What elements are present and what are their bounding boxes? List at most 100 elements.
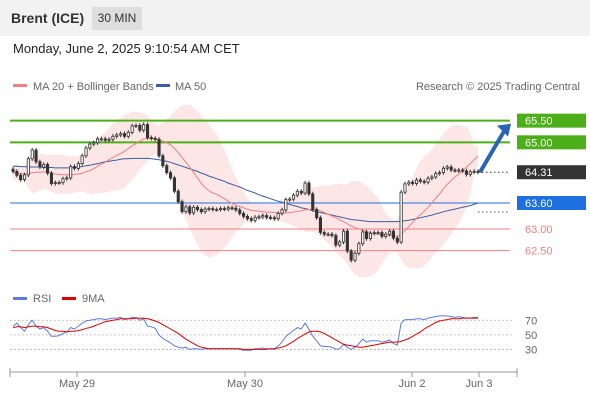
candle-body <box>172 177 177 192</box>
candle-body <box>134 125 138 127</box>
candle-body <box>464 170 468 175</box>
rsi-tick-70: 70 <box>525 315 537 327</box>
candle-body <box>168 172 173 179</box>
candle-body <box>353 252 357 261</box>
candle-body <box>430 176 434 179</box>
candle-body <box>207 208 211 211</box>
candle-body <box>80 155 84 165</box>
candle-body <box>26 158 30 176</box>
candle-body <box>418 179 422 182</box>
candle-body <box>107 138 111 141</box>
candle-body <box>384 233 388 237</box>
candle-body <box>422 180 426 183</box>
candle-body <box>303 182 307 194</box>
candle-body <box>257 216 261 219</box>
candle-body <box>345 230 349 252</box>
candle-body <box>449 166 453 171</box>
candle-body <box>199 209 203 213</box>
candle-body <box>103 138 107 141</box>
candle-body <box>195 206 200 210</box>
candle-body <box>238 209 242 214</box>
candle-body <box>295 190 299 196</box>
candle-body <box>472 170 476 173</box>
candle-body <box>468 171 472 175</box>
candle-body <box>326 233 330 236</box>
candle-body <box>265 215 269 218</box>
candle-body <box>165 165 169 173</box>
x-tick-label: Jun 2 <box>399 378 426 390</box>
bollinger-band <box>13 104 478 278</box>
candle-body <box>318 217 322 233</box>
last-price-tag <box>517 165 586 180</box>
candle-body <box>441 167 445 174</box>
candle-body <box>126 131 130 137</box>
candle-body <box>453 169 457 172</box>
rsi-tick-30: 30 <box>525 344 537 356</box>
candle-body <box>315 209 319 219</box>
instrument-title: Brent (ICE) <box>11 10 85 26</box>
forecast-arrow-shaft <box>478 128 507 174</box>
candle-body <box>245 215 250 219</box>
candle-body <box>53 182 57 185</box>
research-credit: Research © 2025 Trading Central <box>416 81 580 93</box>
candle-body <box>411 181 415 184</box>
candle-body <box>407 181 411 185</box>
resistance-2-label: 65.50 <box>525 116 553 128</box>
candle-body <box>119 133 123 136</box>
candle-body <box>153 137 157 140</box>
candle-body <box>372 232 376 234</box>
rsi-plot-area: 70 50 30 <box>10 315 537 356</box>
candle-body <box>357 243 361 254</box>
candle-body <box>349 250 353 261</box>
candle-body <box>72 166 77 169</box>
x-axis: May 29 May 30 Jun 2 Jun 3 <box>9 368 518 390</box>
forecast-arrow-head <box>497 123 511 137</box>
resistance-2-tag <box>517 113 586 128</box>
candle-body <box>111 135 115 140</box>
timeframe-button[interactable]: 30 MIN <box>92 7 142 30</box>
x-tick-label: May 30 <box>227 378 263 390</box>
rsi-ma-legend-label: 9MA <box>82 293 105 305</box>
candle-body <box>61 178 65 183</box>
pivot-tag <box>517 196 586 210</box>
rsi-ma-line <box>12 317 478 350</box>
candle-body <box>261 215 265 218</box>
candle-body <box>291 194 296 200</box>
candle-body <box>414 179 419 184</box>
candle-body <box>69 166 73 179</box>
rsi-legend-label: RSI <box>33 293 51 305</box>
candle-body <box>426 177 430 183</box>
candle-body <box>222 208 226 211</box>
candle-body <box>399 191 403 243</box>
candle-body <box>476 170 480 173</box>
candle-body <box>142 124 146 131</box>
candle-body <box>49 172 53 184</box>
candle-body <box>341 230 346 243</box>
resistance-1-tag <box>517 135 586 150</box>
candle-body <box>15 170 19 176</box>
candle-body <box>211 208 215 211</box>
rsi-tick-50: 50 <box>525 330 537 342</box>
candle-body <box>46 163 50 174</box>
candle-body <box>115 134 119 137</box>
candle-body <box>403 183 407 193</box>
ma50-legend-label: MA 50 <box>175 81 206 93</box>
candle-body <box>145 124 150 138</box>
candle-body <box>284 199 288 211</box>
rsi-ma-legend-swatch <box>62 297 76 300</box>
candle-body <box>180 201 184 213</box>
candle-body <box>299 190 303 194</box>
candle-body <box>22 174 27 181</box>
candle-body <box>84 147 88 157</box>
candle-body <box>322 232 326 235</box>
support-1-label: 63.00 <box>525 224 553 236</box>
rsi-line <box>12 315 478 351</box>
candle-body <box>215 209 219 211</box>
candle-body <box>34 149 38 163</box>
candle-body <box>330 233 334 236</box>
candle-body <box>241 212 246 217</box>
candle-body <box>130 125 134 133</box>
ma20-legend-swatch <box>13 84 27 87</box>
support-2-label: 62.50 <box>525 246 553 258</box>
